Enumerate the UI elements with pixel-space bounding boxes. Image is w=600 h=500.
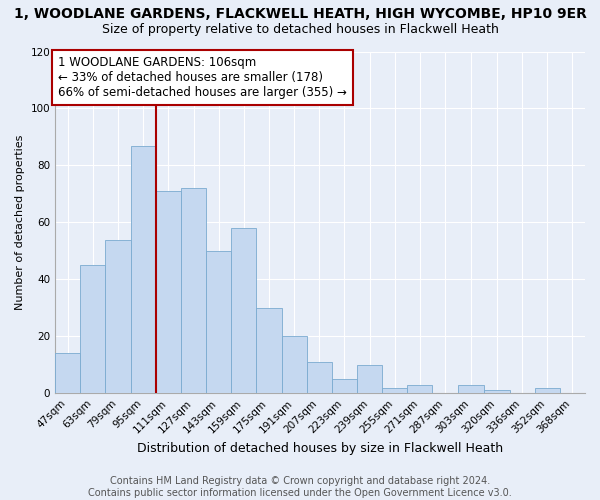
Bar [407, 385, 433, 394]
Bar [535, 388, 560, 394]
Bar [181, 188, 206, 394]
X-axis label: Distribution of detached houses by size in Flackwell Heath: Distribution of detached houses by size … [137, 442, 503, 455]
Bar [332, 379, 357, 394]
Bar [484, 390, 509, 394]
Bar [256, 308, 281, 394]
Bar [382, 388, 407, 394]
Text: 1 WOODLANE GARDENS: 106sqm
← 33% of detached houses are smaller (178)
66% of sem: 1 WOODLANE GARDENS: 106sqm ← 33% of deta… [58, 56, 347, 99]
Bar [106, 240, 131, 394]
Y-axis label: Number of detached properties: Number of detached properties [15, 134, 25, 310]
Text: Contains HM Land Registry data © Crown copyright and database right 2024.
Contai: Contains HM Land Registry data © Crown c… [88, 476, 512, 498]
Bar [281, 336, 307, 394]
Bar [458, 385, 484, 394]
Text: 1, WOODLANE GARDENS, FLACKWELL HEATH, HIGH WYCOMBE, HP10 9ER: 1, WOODLANE GARDENS, FLACKWELL HEATH, HI… [14, 8, 586, 22]
Bar [231, 228, 256, 394]
Text: Size of property relative to detached houses in Flackwell Heath: Size of property relative to detached ho… [101, 22, 499, 36]
Bar [206, 251, 231, 394]
Bar [156, 191, 181, 394]
Bar [307, 362, 332, 394]
Bar [80, 265, 106, 394]
Bar [55, 354, 80, 394]
Bar [131, 146, 156, 394]
Bar [357, 365, 382, 394]
